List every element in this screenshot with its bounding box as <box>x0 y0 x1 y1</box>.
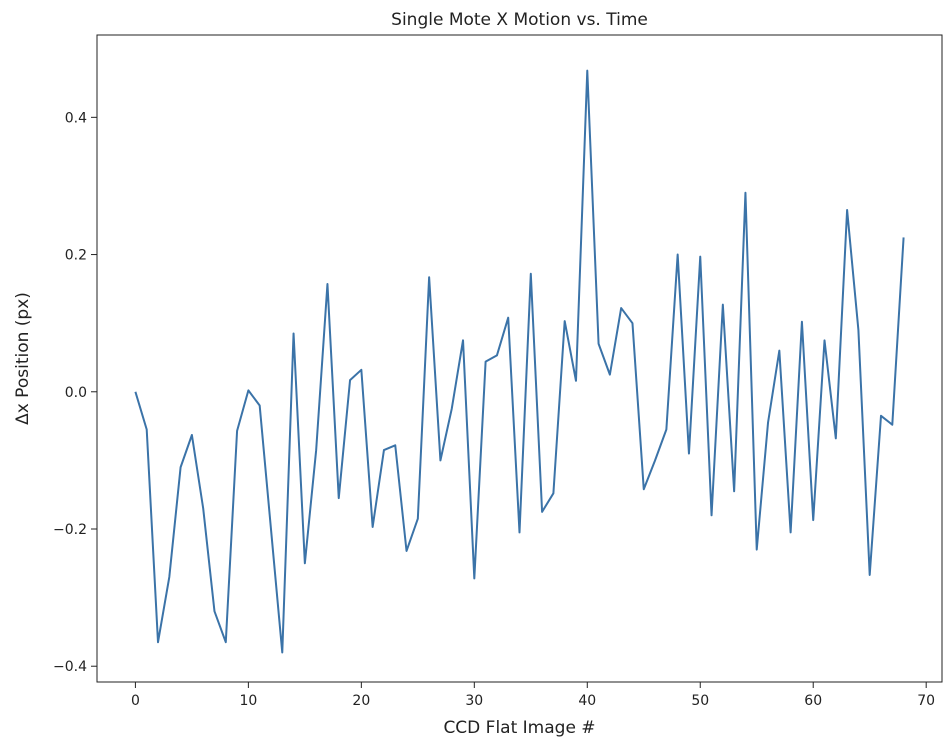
x-tick-label: 60 <box>804 693 822 709</box>
x-tick-label: 70 <box>917 693 935 709</box>
chart-title: Single Mote X Motion vs. Time <box>391 10 648 30</box>
x-tick-label: 50 <box>691 693 709 709</box>
y-tick-label: 0.4 <box>65 110 87 126</box>
x-tick-label: 20 <box>352 693 370 709</box>
x-tick-label: 30 <box>465 693 483 709</box>
y-tick-label: 0.2 <box>65 248 87 264</box>
x-tick-label: 10 <box>239 693 257 709</box>
y-tick-label: −0.2 <box>53 522 87 538</box>
x-tick-label: 0 <box>131 693 140 709</box>
series-line-0 <box>134 69 905 654</box>
plot-area <box>96 34 943 683</box>
plot-frame <box>96 34 943 683</box>
y-tick-label: 0.0 <box>65 385 87 401</box>
x-tick-label: 40 <box>578 693 596 709</box>
y-tick-label: −0.4 <box>53 659 87 675</box>
x-axis-ticks: 0 10 20 30 40 50 60 70 <box>131 682 935 709</box>
y-axis-ticks: −0.4 −0.2 0.0 0.2 0.4 <box>53 110 97 675</box>
x-axis-label: CCD Flat Image # <box>443 718 595 738</box>
y-axis-label: Δx Position (px) <box>13 292 33 425</box>
